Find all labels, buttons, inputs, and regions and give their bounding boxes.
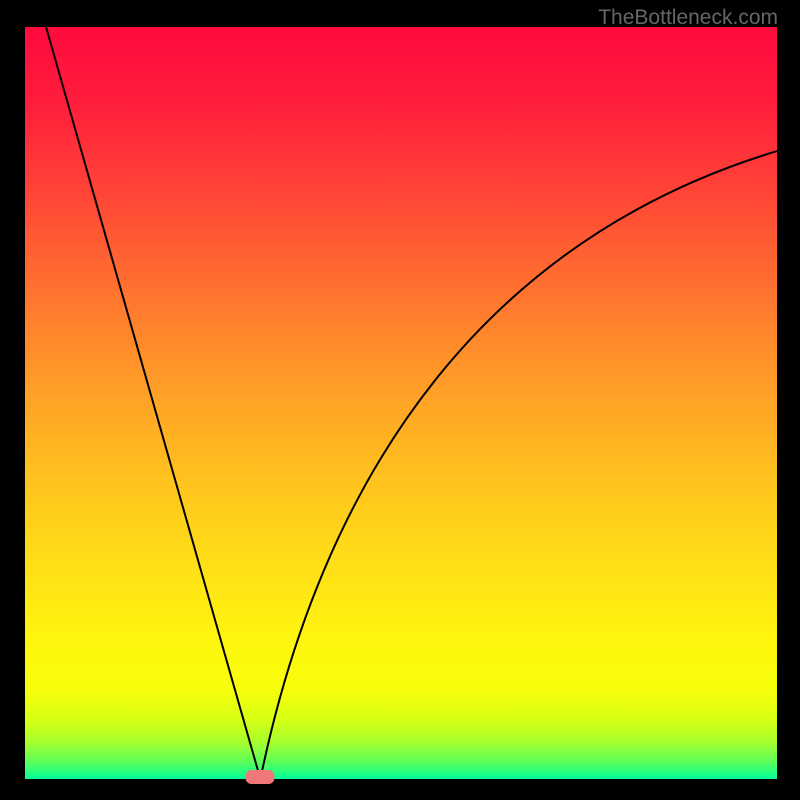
curve-svg [25, 27, 777, 779]
minimum-marker [245, 770, 274, 784]
plot-area [25, 27, 777, 779]
bottleneck-curve [46, 27, 777, 779]
watermark-text: TheBottleneck.com [598, 6, 778, 30]
